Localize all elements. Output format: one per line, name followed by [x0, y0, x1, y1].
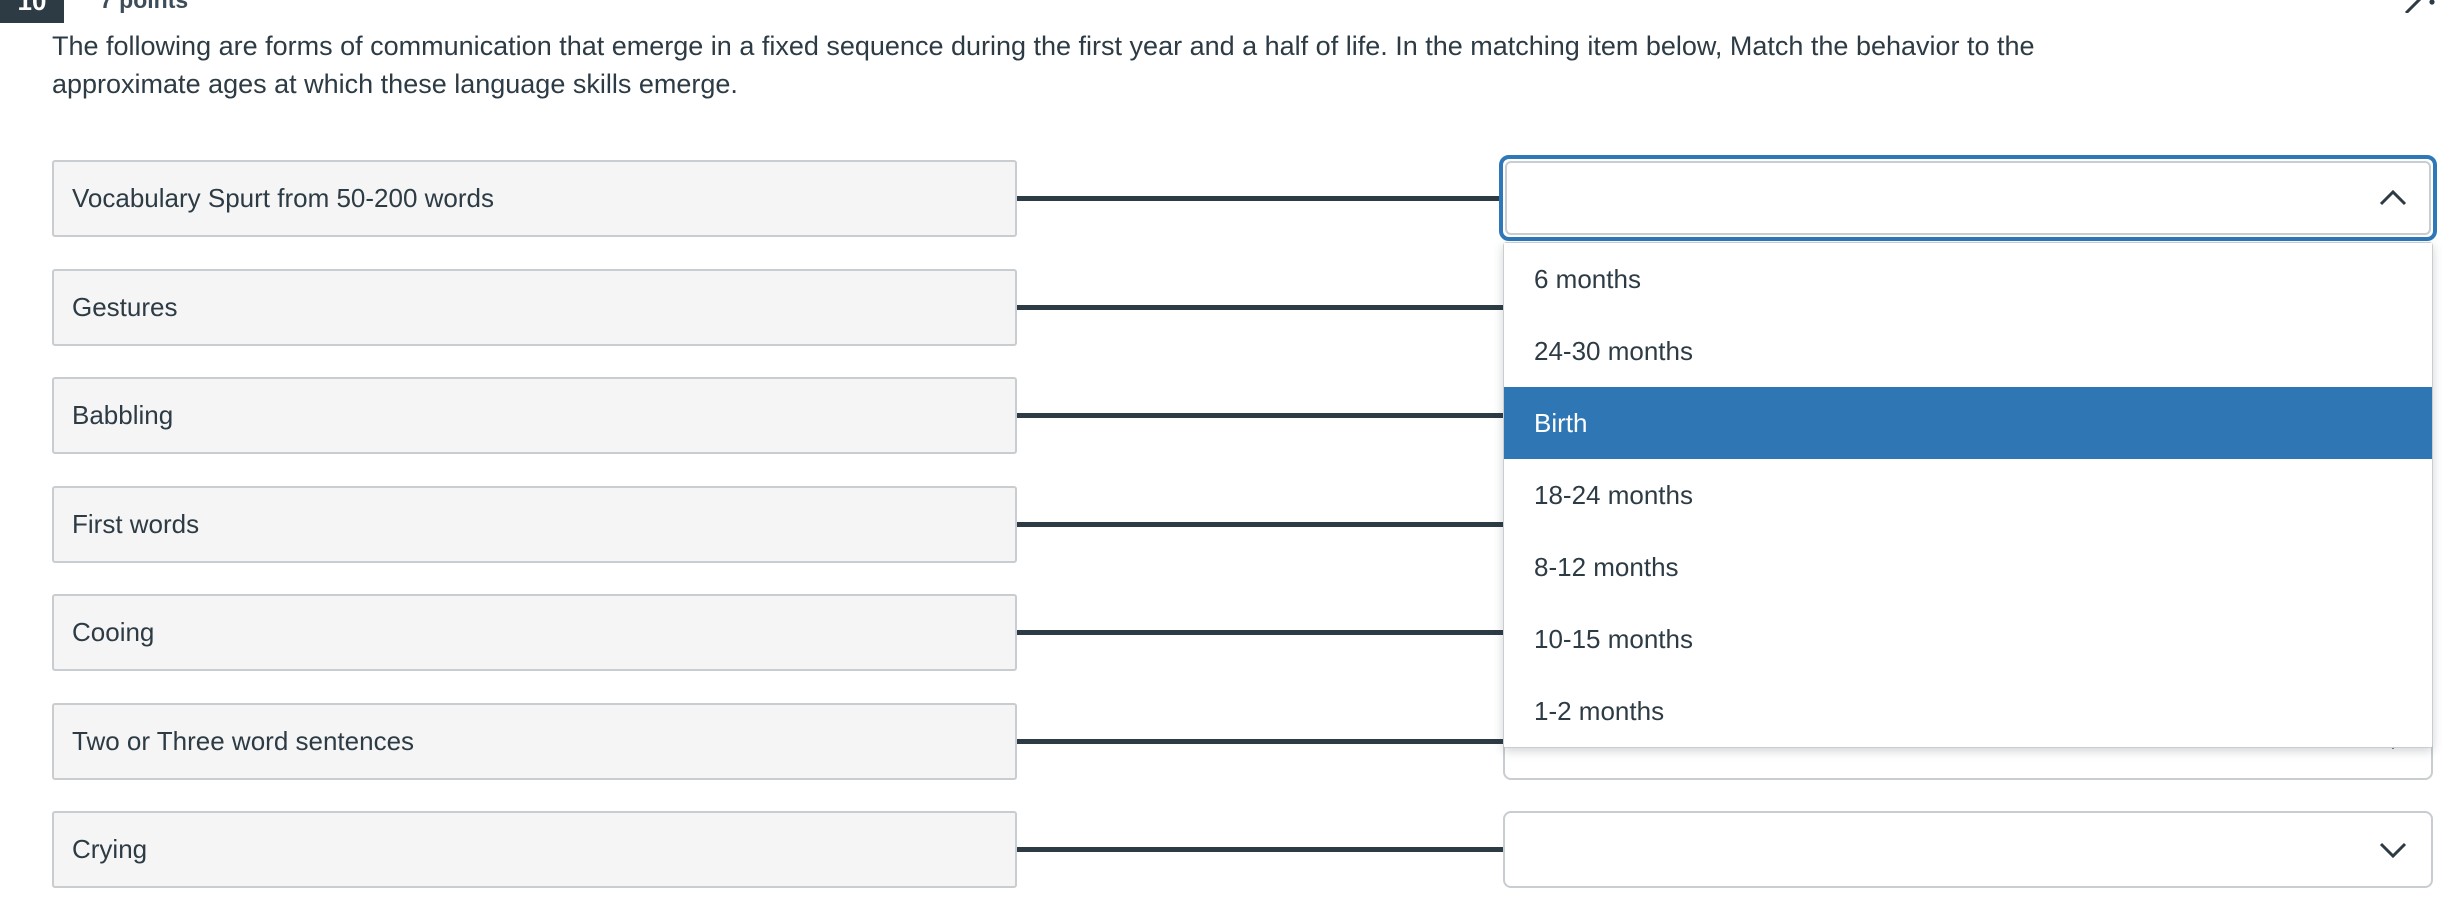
option-label: 18-24 months	[1534, 479, 1693, 510]
match-prompt-vocabulary-spurt: Vocabulary Spurt from 50-200 words	[52, 160, 1017, 237]
connector-line-5	[1017, 630, 1512, 635]
option-label: 10-15 months	[1534, 623, 1693, 654]
option-18-24-months[interactable]: 18-24 months	[1504, 459, 2432, 531]
option-24-30-months[interactable]: 24-30 months	[1504, 315, 2432, 387]
option-1-2-months[interactable]: 1-2 months	[1504, 675, 2432, 747]
match-prompt-gestures: Gestures	[52, 268, 1017, 346]
open-select-field	[1505, 161, 2431, 235]
option-label: 24-30 months	[1534, 335, 1693, 366]
prompt-label: Two or Three word sentences	[72, 725, 415, 756]
match-prompt-babbling: Babbling	[52, 377, 1017, 454]
age-options-listbox: 6 months 24-30 months Birth 18-24 months…	[1503, 242, 2433, 748]
option-10-15-months[interactable]: 10-15 months	[1504, 603, 2432, 675]
question-text: The following are forms of communication…	[52, 27, 2412, 103]
match-prompt-crying: Crying	[52, 811, 1017, 888]
connector-line-3	[1017, 413, 1512, 418]
option-label: 6 months	[1534, 263, 1641, 294]
age-select-crying[interactable]	[1503, 811, 2433, 888]
prompt-label: Vocabulary Spurt from 50-200 words	[72, 183, 494, 213]
question-number: 10	[17, 0, 47, 16]
match-prompt-cooing: Cooing	[52, 594, 1017, 671]
age-select-vocabulary-spurt-open[interactable]	[1499, 155, 2437, 241]
prompt-label: Cooing	[72, 617, 155, 647]
prompt-label: Babbling	[72, 400, 174, 430]
option-label: Birth	[1534, 407, 1588, 438]
flag-icon-fragment	[2404, 0, 2435, 13]
option-6-months[interactable]: 6 months	[1504, 243, 2432, 315]
question-text-line-1: The following are forms of communication…	[52, 31, 2035, 61]
connector-line-6	[1017, 738, 1512, 744]
prompt-label: Crying	[72, 834, 148, 864]
option-8-12-months[interactable]: 8-12 months	[1504, 531, 2432, 603]
question-text-line-2: approximate ages at which these language…	[52, 69, 738, 99]
chevron-down-icon	[2379, 842, 2407, 858]
connector-line-4	[1017, 521, 1512, 527]
points-label: 7 points	[100, 0, 189, 13]
option-birth[interactable]: Birth	[1504, 387, 2432, 459]
match-prompt-two-three-word-sentences: Two or Three word sentences	[52, 702, 1017, 780]
connector-line-7	[1017, 847, 1512, 852]
chevron-up-icon	[2379, 189, 2407, 206]
prompt-label: First words	[72, 508, 200, 539]
option-label: 8-12 months	[1534, 551, 1679, 582]
option-label: 1-2 months	[1534, 695, 1665, 726]
match-prompt-first-words: First words	[52, 485, 1017, 563]
connector-line-1	[1017, 196, 1512, 201]
prompt-label: Gestures	[72, 291, 178, 322]
connector-line-2	[1017, 304, 1512, 310]
flag-icon[interactable]	[2400, 0, 2442, 13]
question-number-badge: 10	[0, 0, 64, 23]
